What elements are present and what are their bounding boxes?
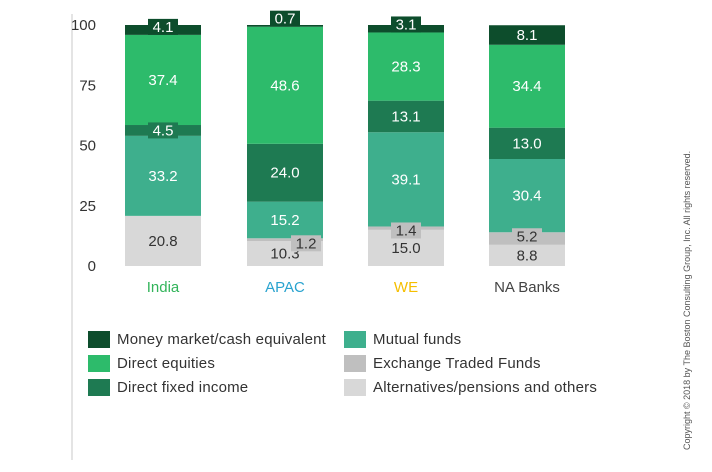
legend-swatch [344, 354, 366, 372]
data-label: 1.2 [296, 235, 317, 252]
legend-swatch [88, 354, 110, 372]
data-label-box [391, 16, 421, 33]
data-label: 1.4 [396, 222, 417, 239]
x-tick-label: India [147, 279, 180, 296]
x-tick-label: APAC [265, 279, 305, 296]
bars: 20.833.24.537.44.110.31.215.224.048.60.7… [125, 10, 565, 266]
y-tick-label: 0 [88, 258, 96, 275]
bar-segment [368, 100, 444, 133]
data-label-box [512, 228, 542, 245]
data-label-box [148, 18, 178, 35]
bar-segment [489, 44, 565, 128]
legend-item-money-market: Money market/cash equivalent [88, 328, 326, 350]
data-label: 30.4 [512, 188, 541, 205]
x-tick-label: WE [394, 279, 418, 296]
data-label: 34.4 [512, 78, 541, 95]
data-label: 15.0 [391, 240, 420, 257]
data-label: 8.1 [517, 27, 538, 44]
x-tick-label: NA Banks [494, 279, 560, 296]
data-label: 28.3 [391, 59, 420, 76]
bar-segment [247, 143, 323, 202]
legend-swatch [344, 330, 366, 348]
legend-label: Direct equities [117, 354, 216, 372]
data-label: 24.0 [270, 165, 299, 182]
bar-segment [489, 158, 565, 233]
data-label-box [291, 235, 321, 252]
data-label: 13.1 [391, 108, 420, 125]
y-axis: 0 25 50 75 100 [71, 17, 96, 275]
legend-label: Mutual funds [373, 330, 462, 348]
data-label-box [391, 222, 421, 239]
legend: Money market/cash equivalent Direct equi… [88, 328, 648, 408]
copyright-notice: Copyright © 2018 by The Boston Consultin… [668, 140, 692, 450]
legend-label: Direct fixed income [117, 378, 249, 396]
data-label: 15.2 [270, 212, 299, 229]
bar-segment [125, 135, 201, 216]
bar-segment [247, 238, 323, 242]
bar-segment [247, 26, 323, 144]
legend-label: Exchange Traded Funds [373, 354, 541, 372]
bar-segment [125, 215, 201, 266]
legend-label: Alternatives/pensions and others [373, 378, 598, 396]
data-label: 4.5 [153, 122, 174, 139]
data-label: 13.0 [512, 135, 541, 152]
data-label: 39.1 [391, 171, 420, 188]
data-label-box [270, 10, 300, 27]
legend-item-mutual-funds: Mutual funds [344, 328, 461, 350]
legend-swatch [88, 378, 110, 396]
legend-swatch [88, 330, 110, 348]
bar-segment [489, 127, 565, 159]
bar-segment [125, 34, 201, 126]
bar-segment [489, 25, 565, 45]
data-label: 48.6 [270, 77, 299, 94]
legend-item-etf: Exchange Traded Funds [344, 352, 541, 374]
data-label: 37.4 [148, 72, 177, 89]
legend-item-alternatives: Alternatives/pensions and others [344, 376, 597, 398]
data-label: 0.7 [275, 11, 296, 28]
y-tick-label: 25 [79, 198, 96, 215]
data-label: 8.8 [517, 247, 538, 264]
y-tick-label: 75 [79, 77, 96, 94]
x-axis: India APAC WE NA Banks [147, 279, 560, 296]
data-label: 4.1 [153, 19, 174, 36]
data-label: 20.8 [148, 233, 177, 250]
bar-segment [489, 244, 565, 266]
legend-label: Money market/cash equivalent [117, 330, 327, 348]
bar-segment [368, 32, 444, 101]
data-label: 33.2 [148, 168, 177, 185]
y-tick-label: 100 [71, 17, 96, 34]
legend-item-direct-equities: Direct equities [88, 352, 215, 374]
bar-segment [368, 132, 444, 227]
bar-segment [247, 201, 323, 239]
legend-swatch [344, 378, 366, 396]
data-label: 3.1 [396, 16, 417, 33]
y-tick-label: 50 [79, 138, 96, 155]
copyright-text: Copyright © 2018 by The Boston Consultin… [682, 150, 692, 450]
data-label: 5.2 [517, 228, 538, 245]
data-label-box [148, 122, 178, 139]
legend-item-direct-fixed-income: Direct fixed income [88, 376, 248, 398]
